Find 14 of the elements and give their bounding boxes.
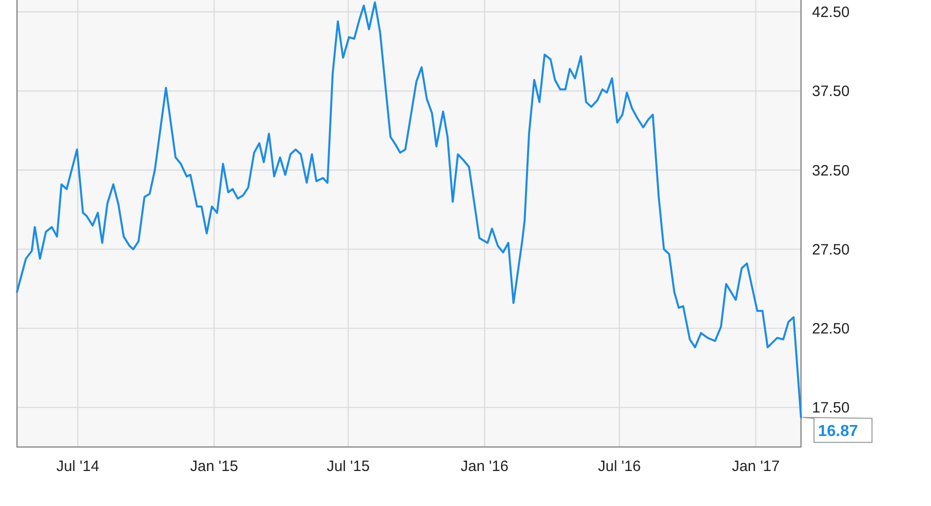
x-tick-label: Jan '16 bbox=[460, 458, 509, 475]
annotation: 16.87 bbox=[818, 423, 858, 440]
y-tick-label: 42.50 bbox=[812, 4, 850, 22]
x-tick-label: Jan '15 bbox=[190, 458, 238, 475]
y-tick-label: 32.50 bbox=[812, 162, 850, 180]
y-tick-label: 37.50 bbox=[812, 83, 850, 100]
y-tick-label: 27.50 bbox=[812, 241, 850, 258]
x-tick-label: Jan '17 bbox=[732, 458, 780, 475]
x-tick-label: Jul '16 bbox=[598, 458, 641, 475]
y-tick-label: 17.50 bbox=[812, 400, 850, 417]
line-series bbox=[16, 1, 802, 418]
x-tick-label: Jul '15 bbox=[326, 458, 370, 475]
y-tick-label: 22.50 bbox=[812, 320, 850, 338]
x-tick-label: Jul '14 bbox=[56, 458, 100, 475]
